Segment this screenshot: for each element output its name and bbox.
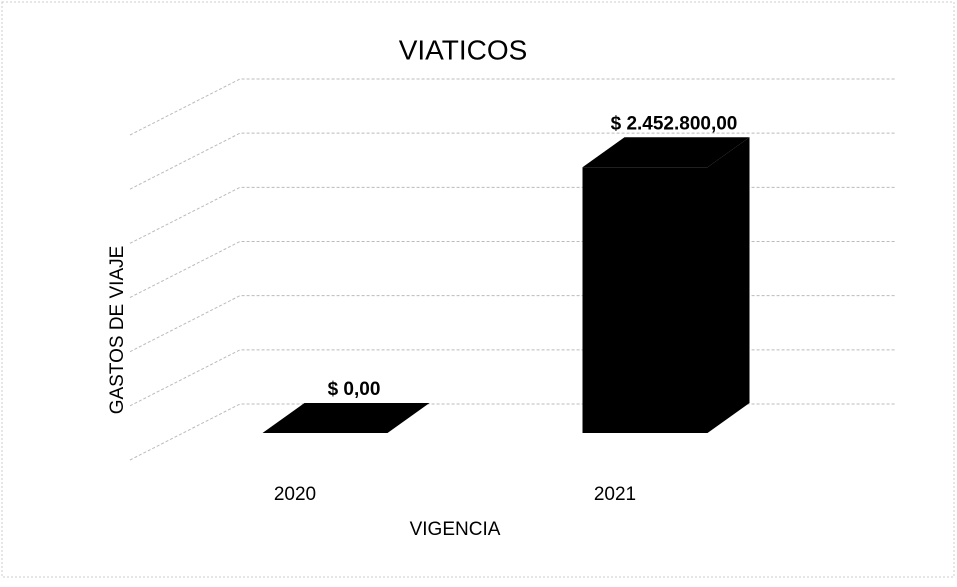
value-label: $ 0,00 — [328, 379, 381, 400]
bar-side — [707, 137, 750, 433]
bar-top — [582, 137, 750, 168]
bar — [582, 137, 750, 433]
chart-title: VIATICOS — [399, 34, 528, 65]
chart-border — [1, 1, 955, 578]
bar-top — [262, 403, 430, 433]
bar-front — [582, 167, 708, 433]
value-label: $ 2.452.800,00 — [611, 113, 738, 134]
x-axis-label: VIGENCIA — [410, 519, 501, 540]
x-tick-label: 2021 — [594, 484, 636, 505]
x-tick-label: 2020 — [274, 484, 316, 505]
grid-line — [129, 132, 895, 190]
grid-line — [129, 78, 895, 136]
bar — [262, 403, 430, 433]
y-axis-label: GASTOS DE VIAJE — [107, 246, 128, 415]
